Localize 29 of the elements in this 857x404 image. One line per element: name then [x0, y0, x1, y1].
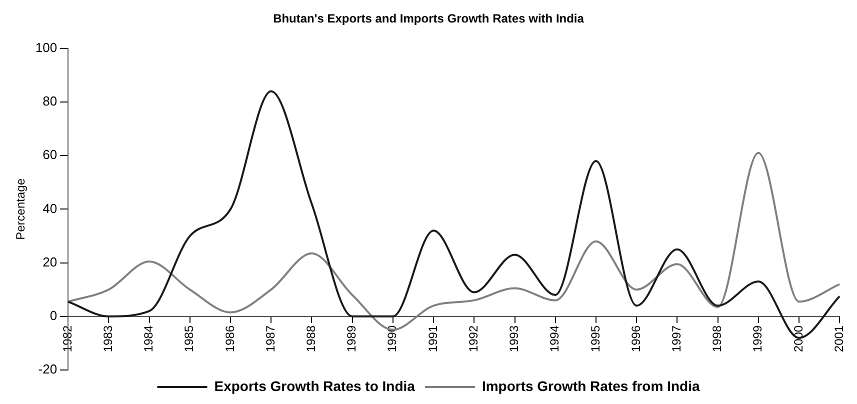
- x-tick-label: 1986: [222, 325, 237, 352]
- x-tick-label: 1996: [628, 325, 643, 352]
- x-tick-label: 1984: [142, 325, 156, 352]
- y-tick-label: 20: [42, 254, 58, 270]
- x-tick-label: 1992: [466, 325, 480, 352]
- chart-title: Bhutan's Exports and Imports Growth Rates with India: [273, 12, 584, 26]
- x-tick-label: 2001: [832, 325, 846, 352]
- legend-label: Exports Growth Rates to India: [214, 378, 416, 394]
- y-tick-label: 60: [42, 147, 58, 162]
- x-tick-label: 1990: [385, 325, 400, 352]
- x-tick-label: 1987: [263, 325, 278, 352]
- x-tick-label: 1995: [588, 325, 602, 352]
- x-tick-label: 1999: [750, 325, 765, 352]
- x-tick-label: 1983: [101, 325, 116, 352]
- x-tick-label: 1985: [182, 325, 196, 352]
- x-tick-label: 1988: [304, 325, 318, 352]
- y-tick-label: -20: [38, 362, 58, 377]
- x-tick-label: 1993: [507, 325, 522, 352]
- x-tick-label: 1994: [548, 325, 562, 352]
- y-axis-title: Percentage: [14, 178, 28, 240]
- y-tick-label: 80: [42, 94, 58, 109]
- x-tick-label: 1998: [710, 325, 724, 352]
- y-tick-label: 100: [35, 40, 58, 55]
- y-tick-label: 40: [42, 200, 58, 216]
- x-tick-label: 1989: [344, 325, 359, 352]
- y-tick-label: 0: [50, 308, 58, 323]
- x-tick-label: 1997: [669, 325, 684, 352]
- legend-label: Imports Growth Rates from India: [482, 378, 700, 394]
- x-tick-label: 1991: [426, 325, 440, 352]
